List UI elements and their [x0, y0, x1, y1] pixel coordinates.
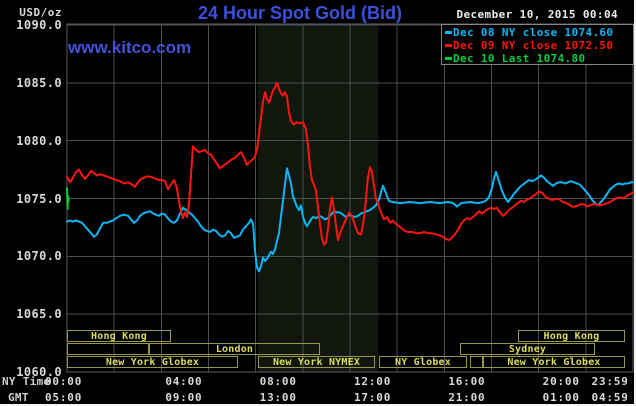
legend-dash-icon: [445, 57, 452, 60]
x-tick-ny-time-20-00: 20:00: [542, 375, 580, 388]
x-tick-gmt-21-00: 21:00: [448, 391, 486, 404]
session-box-hong-kong: Hong Kong: [518, 330, 625, 342]
kitco-watermark: www.kitco.com: [68, 38, 192, 57]
y-tick-1060-0: 1060.0: [16, 365, 62, 379]
gmt-axis-label: GMT: [8, 391, 29, 404]
y-tick-1075-0: 1075.0: [16, 191, 62, 206]
session-box-empty: [67, 343, 149, 355]
session-box-london: London: [149, 343, 320, 355]
legend-label: Dec 08 NY close 1074.60: [453, 26, 614, 39]
ny-time-axis-label: NY Time: [2, 375, 51, 388]
chart-title: 24 Hour Spot Gold (Bid): [198, 3, 402, 23]
y-tick-1070-0: 1070.0: [16, 249, 62, 264]
x-tick-ny-time-08-00: 08:00: [259, 375, 297, 388]
x-tick-gmt-01-00: 01:00: [542, 391, 580, 404]
series-dec-08-ny-close-line: [66, 167, 634, 273]
x-tick-gmt-17-00: 17:00: [354, 391, 392, 404]
x-tick-ny-time-00-00: 00:00: [45, 375, 83, 388]
x-tick-gmt-09-00: 09:00: [165, 391, 203, 404]
series-dec-10-last-line: [66, 187, 70, 210]
x-tick-ny-time-16-00: 16:00: [448, 375, 486, 388]
legend-label: Dec 10 Last 1074.80: [453, 52, 586, 65]
session-box-new-york-nymex: New York NYMEX: [258, 356, 375, 368]
x-tick-gmt-13-00: 13:00: [259, 391, 297, 404]
y-tick-1065-0: 1065.0: [16, 307, 62, 322]
x-tick-gmt-05-00: 05:00: [45, 391, 83, 404]
session-box-ny-globex: NY Globex: [379, 356, 467, 368]
session-box-empty: [470, 356, 483, 368]
legend-item-dec-09-ny-close-1072-50: Dec 09 NY close 1072.50: [442, 39, 633, 52]
legend-item-dec-10-last-1074-80: Dec 10 Last 1074.80: [442, 52, 633, 65]
session-box-new-york-globex: New York Globex: [483, 356, 625, 368]
y-tick-1090-0: 1090.0: [16, 18, 62, 32]
series-dec-09-ny-close-line: [66, 81, 634, 246]
legend-label: Dec 09 NY close 1072.50: [453, 39, 614, 52]
x-tick-gmt-04-59: 04:59: [591, 391, 629, 404]
legend-item-dec-08-ny-close-1074-60: Dec 08 NY close 1074.60: [442, 26, 633, 39]
session-box-new-york-globex: New York Globex: [67, 356, 238, 368]
x-tick-ny-time-23-59: 23:59: [591, 375, 629, 388]
y-tick-1080-0: 1080.0: [16, 133, 62, 148]
session-box-hong-kong: Hong Kong: [67, 330, 171, 342]
chart-datetime: December 10, 2015 00:04: [456, 8, 618, 21]
legend-dash-icon: [445, 44, 452, 47]
legend-dash-icon: [445, 31, 452, 34]
x-tick-ny-time-12-00: 12:00: [354, 375, 392, 388]
x-tick-ny-time-04-00: 04:00: [165, 375, 203, 388]
y-axis-unit-label: USD/oz: [19, 6, 62, 19]
session-box-sydney: Sydney: [460, 343, 595, 355]
legend-box: Dec 08 NY close 1074.60 Dec 09 NY close 1…: [441, 24, 634, 65]
y-tick-1085-0: 1085.0: [16, 75, 62, 90]
